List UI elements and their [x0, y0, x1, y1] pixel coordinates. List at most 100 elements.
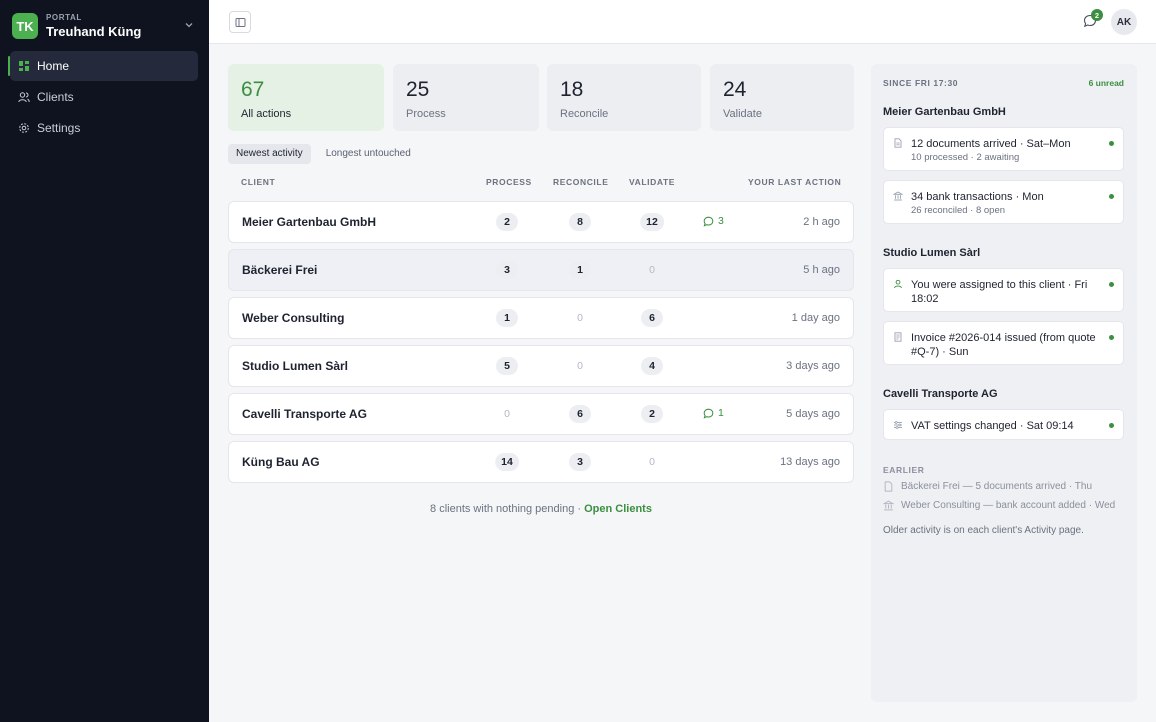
sidebar: TK PORTAL Treuhand Küng Home Clients Set… [0, 0, 209, 722]
stat-value: 67 [241, 78, 265, 101]
sidebar-item-label: Clients [37, 90, 74, 104]
client-name: Küng Bau AG [242, 455, 320, 469]
last-action-time: 5 days ago [786, 408, 840, 420]
table-row[interactable]: Studio Lumen Sàrl 5 0 4 3 days ago [228, 345, 854, 387]
older-activity-note: Older activity is on each client's Activ… [883, 525, 1084, 536]
sidebar-item-settings[interactable]: Settings [10, 113, 198, 143]
activity-item[interactable]: 34 bank transactions · Mon 26 reconciled… [883, 180, 1124, 224]
sidebar-item-label: Home [37, 59, 70, 73]
column-header-last-action: YOUR LAST ACTION [748, 177, 842, 187]
workspace-kicker: PORTAL [46, 13, 82, 22]
sidebar-item-clients[interactable]: Clients [10, 82, 198, 112]
user-icon [894, 279, 902, 289]
stat-card-all-actions[interactable]: 67 All actions [228, 64, 384, 131]
unread-dot [1109, 141, 1114, 146]
sidebar-nav: Home Clients Settings [8, 51, 198, 144]
earlier-item-text: Weber Consulting — bank account added · … [901, 500, 1116, 511]
process-count: 3 [496, 261, 518, 279]
validate-count: 6 [641, 309, 663, 327]
stat-label: Reconcile [560, 108, 609, 120]
reconcile-count: 1 [569, 261, 591, 279]
comment-count[interactable]: 1 [703, 407, 724, 419]
group-title: Cavelli Transporte AG [883, 388, 998, 400]
workspace-logo: TK [12, 13, 38, 39]
unread-count: 6 unread [1088, 78, 1124, 88]
activity-title: 12 documents arrived · Sat–Mon [911, 138, 1071, 150]
last-action-time: 13 days ago [780, 456, 840, 468]
reconcile-count: 6 [569, 405, 591, 423]
comment-count-value: 3 [718, 215, 724, 227]
stat-label: All actions [241, 108, 292, 120]
earlier-item-text: Bäckerei Frei — 5 documents arrived · Th… [901, 481, 1093, 492]
invoice-icon [894, 332, 902, 342]
activity-panel: SINCE FRI 17:30 6 unread Meier Gartenbau… [871, 64, 1137, 702]
stat-card-process[interactable]: 25 Process [393, 64, 539, 131]
process-count: 0 [504, 408, 510, 420]
bank-icon [893, 191, 903, 201]
workspace-switcher[interactable]: TK PORTAL Treuhand Küng [12, 12, 198, 40]
activity-title: 34 bank transactions · Mon [911, 191, 1044, 203]
chat-bubble-icon [703, 408, 714, 419]
column-header-process: PROCESS [486, 177, 532, 187]
unread-dot [1109, 423, 1114, 428]
client-name: Meier Gartenbau GmbH [242, 215, 377, 229]
tab-newest-activity[interactable]: Newest activity [228, 144, 311, 164]
activity-item[interactable]: VAT settings changed · Sat 09:14 [883, 409, 1124, 440]
bank-icon [883, 500, 894, 511]
table-footer: 8 clients with nothing pending · Open Cl… [228, 503, 854, 515]
stat-card-reconcile[interactable]: 18 Reconcile [547, 64, 701, 131]
notification-badge: 2 [1091, 9, 1103, 21]
validate-count: 2 [641, 405, 663, 423]
topbar: 2 AK [209, 0, 1156, 44]
sidebar-item-home[interactable]: Home [8, 51, 198, 81]
validate-count: 4 [641, 357, 663, 375]
validate-count: 12 [640, 213, 664, 231]
sidebar-toggle-button[interactable] [229, 11, 251, 33]
client-name: Weber Consulting [242, 311, 345, 325]
document-icon [884, 481, 893, 492]
unread-dot [1109, 194, 1114, 199]
activity-item[interactable]: 12 documents arrived · Sat–Mon 10 proces… [883, 127, 1124, 171]
activity-subtitle: 26 reconciled · 8 open [911, 205, 1006, 216]
last-action-time: 5 h ago [803, 264, 840, 276]
process-count: 5 [496, 357, 518, 375]
comment-count-value: 1 [718, 407, 724, 419]
client-name: Bäckerei Frei [242, 263, 318, 277]
avatar[interactable]: AK [1111, 9, 1137, 35]
document-icon [894, 138, 902, 148]
table-row[interactable]: Küng Bau AG 14 3 0 13 days ago [228, 441, 854, 483]
activity-subtitle: 10 processed · 2 awaiting [911, 152, 1020, 163]
sliders-icon [894, 421, 902, 429]
column-header-client: CLIENT [241, 177, 276, 187]
table-row[interactable]: Cavelli Transporte AG 0 6 2 1 5 days ago [228, 393, 854, 435]
earlier-item[interactable]: Bäckerei Frei — 5 documents arrived · Th… [883, 481, 1092, 492]
since-label: SINCE FRI 17:30 [883, 78, 959, 88]
validate-count: 0 [649, 456, 655, 468]
open-clients-link[interactable]: Open Clients [584, 503, 652, 515]
column-header-reconcile: RECONCILE [553, 177, 609, 187]
footer-text: 8 clients with nothing pending · [430, 503, 582, 515]
reconcile-count: 0 [577, 360, 583, 372]
activity-title: Invoice #2026-014 issued (from quote #Q-… [911, 332, 1096, 358]
tab-longest-untouched[interactable]: Longest untouched [325, 148, 411, 159]
activity-item[interactable]: Invoice #2026-014 issued (from quote #Q-… [883, 321, 1124, 365]
group-title: Studio Lumen Sàrl [883, 247, 981, 259]
stat-value: 24 [723, 78, 747, 101]
table-row[interactable]: Bäckerei Frei 3 1 0 5 h ago [228, 249, 854, 291]
client-name: Cavelli Transporte AG [242, 407, 367, 421]
comment-count[interactable]: 3 [703, 215, 724, 227]
reconcile-count: 3 [569, 453, 591, 471]
chat-bubble-icon [703, 216, 714, 227]
reconcile-count: 8 [569, 213, 591, 231]
table-row[interactable]: Weber Consulting 1 0 6 1 day ago [228, 297, 854, 339]
activity-item[interactable]: You were assigned to this client · Fri 1… [883, 268, 1124, 312]
stat-card-validate[interactable]: 24 Validate [710, 64, 854, 131]
last-action-time: 1 day ago [791, 312, 840, 324]
chevron-down-icon [185, 23, 193, 28]
table-row[interactable]: Meier Gartenbau GmbH 2 8 12 3 2 h ago [228, 201, 854, 243]
earlier-item[interactable]: Weber Consulting — bank account added · … [883, 500, 1115, 511]
reconcile-count: 0 [577, 312, 583, 324]
grid-icon [18, 60, 30, 72]
process-count: 2 [496, 213, 518, 231]
column-header-validate: VALIDATE [629, 177, 676, 187]
